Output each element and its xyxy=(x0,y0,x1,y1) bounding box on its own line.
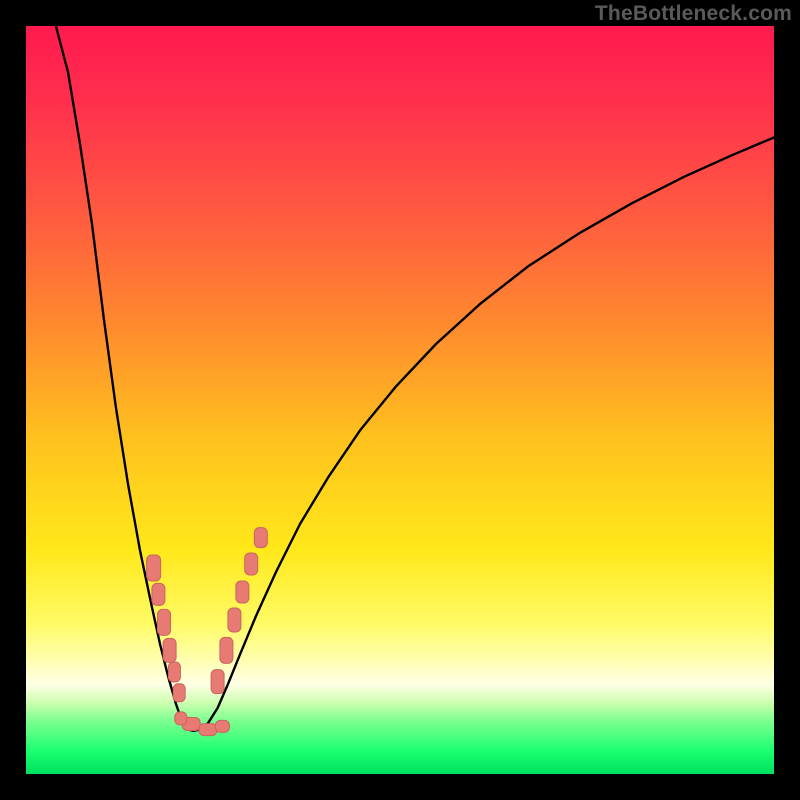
chart-svg xyxy=(0,0,800,800)
plot-gradient-area xyxy=(26,26,774,774)
data-marker xyxy=(158,609,171,635)
data-marker xyxy=(220,637,233,663)
outer-black-frame xyxy=(0,0,800,800)
data-marker xyxy=(175,712,187,725)
data-marker xyxy=(147,555,161,581)
data-marker xyxy=(173,684,185,702)
data-marker xyxy=(211,670,224,694)
data-marker xyxy=(215,720,229,732)
data-marker xyxy=(152,583,165,605)
data-markers xyxy=(147,528,268,736)
bottleneck-curve xyxy=(56,26,774,730)
data-marker xyxy=(245,553,258,575)
data-marker xyxy=(199,724,217,736)
data-marker xyxy=(163,638,176,662)
data-marker xyxy=(236,581,249,603)
data-marker xyxy=(182,718,200,731)
data-marker xyxy=(254,528,267,548)
data-marker xyxy=(168,662,180,682)
data-marker xyxy=(228,608,241,632)
chart-frame: TheBottleneck.com xyxy=(0,0,800,800)
watermark-text: TheBottleneck.com xyxy=(595,2,792,26)
